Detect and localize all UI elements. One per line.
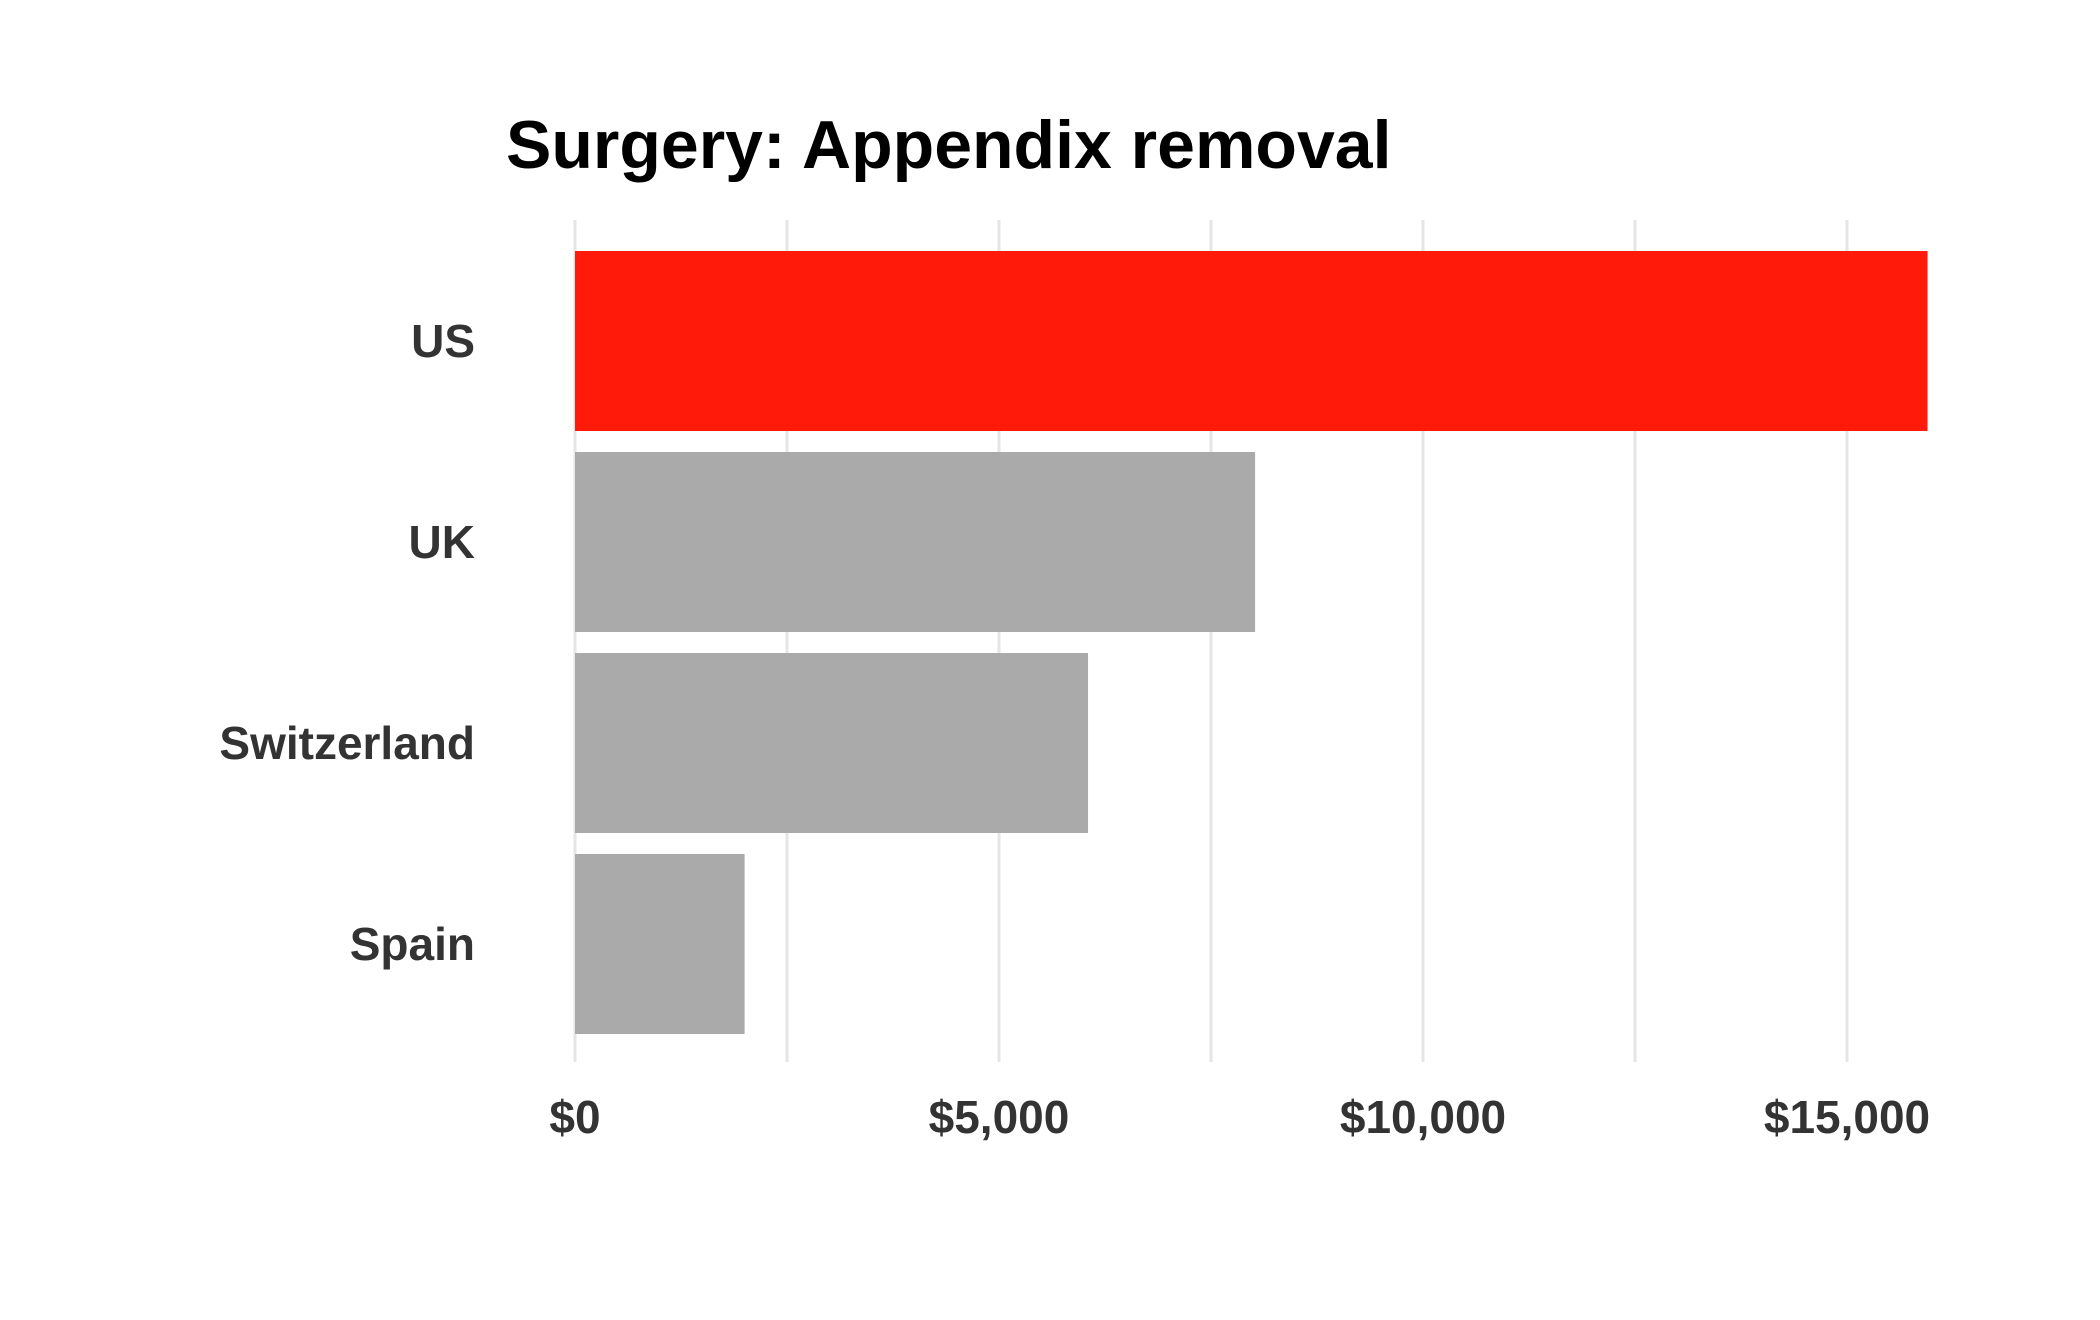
bar-uk: [575, 452, 1256, 632]
chart-title: Surgery: Appendix removal: [506, 107, 1392, 183]
category-label-us: US: [411, 315, 475, 367]
x-tick-label: $15,000: [1764, 1091, 1930, 1143]
bar-layer: [575, 251, 1928, 1034]
x-tick-label: $10,000: [1340, 1091, 1506, 1143]
category-label-uk: UK: [409, 516, 475, 568]
x-tick-label: $0: [549, 1091, 600, 1143]
category-label-switzerland: Switzerland: [219, 717, 475, 769]
x-axis-ticks: $0 $5,000 $10,000 $15,000: [549, 1091, 1930, 1143]
x-tick-label: $5,000: [929, 1091, 1070, 1143]
category-label-spain: Spain: [350, 918, 475, 970]
category-labels: US UK Switzerland Spain: [219, 315, 475, 970]
bar-us: [575, 251, 1928, 431]
bar-switzerland: [575, 653, 1089, 833]
bar-spain: [575, 854, 745, 1034]
